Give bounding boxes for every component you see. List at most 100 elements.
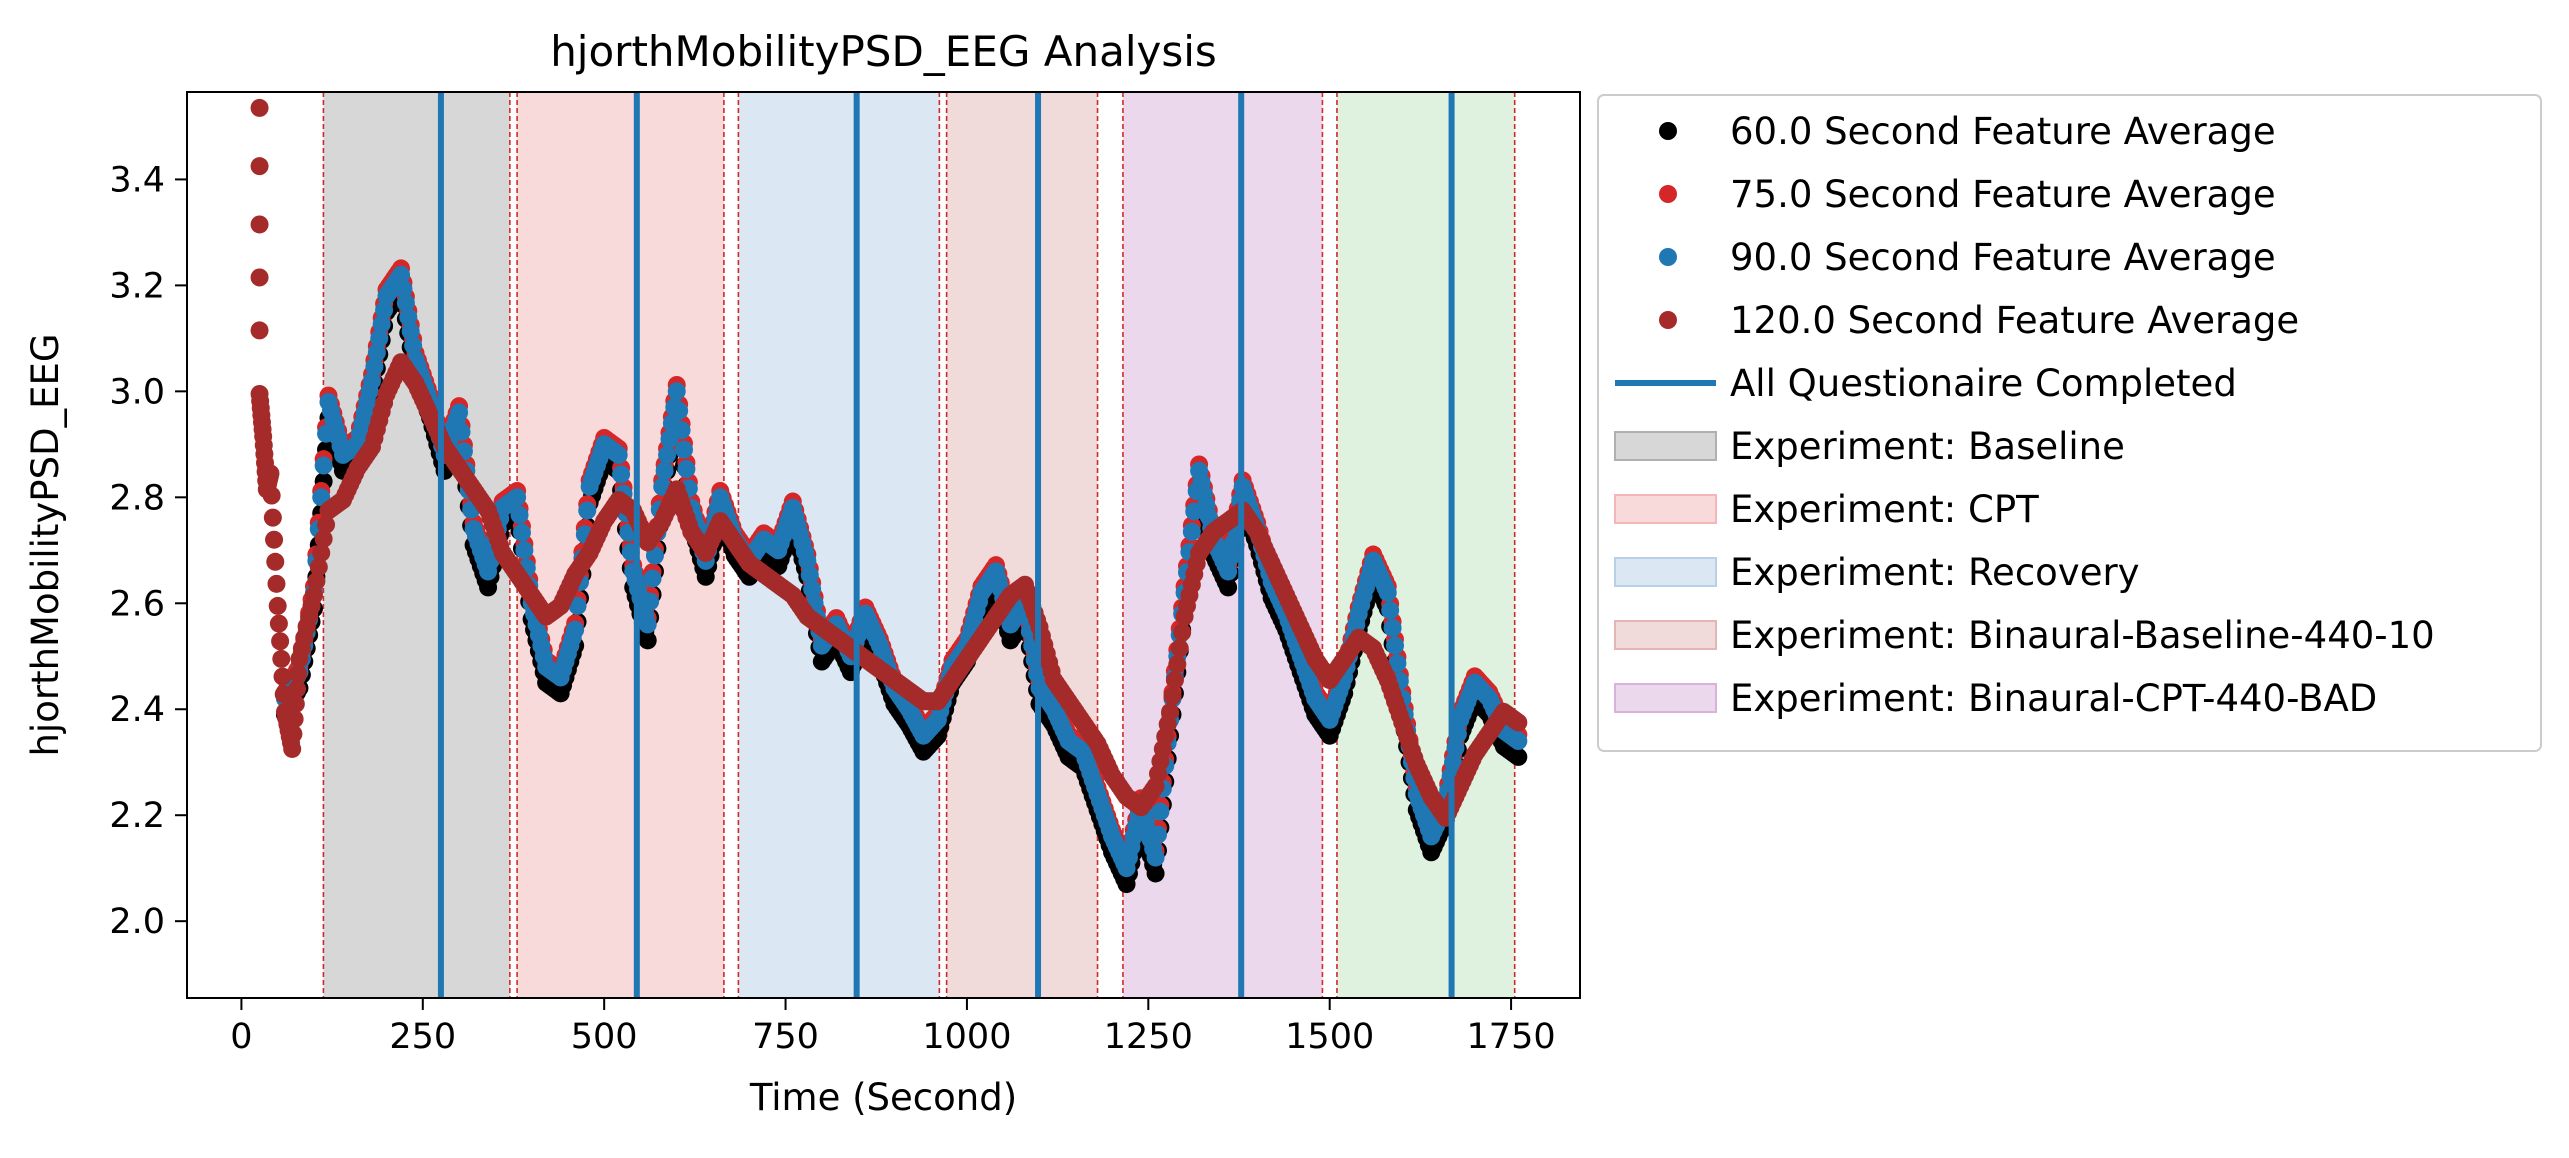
y-tick-label: 3.0 <box>109 372 165 412</box>
data-point <box>261 464 280 483</box>
legend-label: All Questionaire Completed <box>1730 362 2237 405</box>
legend-label: 120.0 Second Feature Average <box>1730 299 2299 342</box>
data-point <box>250 157 269 176</box>
data-point <box>363 371 382 390</box>
data-point <box>638 631 657 650</box>
legend-label: Experiment: Binaural-Baseline-440-10 <box>1730 614 2435 657</box>
data-point <box>1173 623 1192 642</box>
data-point <box>1168 655 1187 674</box>
data-point <box>262 486 281 505</box>
x-tick-label: 1750 <box>1467 1017 1556 1057</box>
data-point <box>450 403 469 422</box>
y-tick-label: 2.2 <box>109 796 165 836</box>
data-points <box>250 98 1528 894</box>
legend-label: 75.0 Second Feature Average <box>1730 173 2276 216</box>
data-point <box>1151 802 1170 821</box>
legend-label: 90.0 Second Feature Average <box>1730 236 2276 279</box>
data-point <box>1388 654 1407 673</box>
data-point <box>508 488 527 507</box>
y-axis-label: hjorthMobilityPSD_EEG <box>24 333 67 756</box>
x-tick-label: 1000 <box>922 1017 1011 1057</box>
data-point <box>289 664 308 683</box>
data-point <box>1148 825 1167 844</box>
legend-marker <box>1614 431 1717 461</box>
data-point <box>1385 636 1404 655</box>
data-point <box>317 515 336 534</box>
data-point <box>314 529 333 548</box>
x-tick-label: 500 <box>571 1017 638 1057</box>
data-point <box>655 461 674 480</box>
data-point <box>307 572 326 591</box>
data-point <box>672 421 691 440</box>
y-tick-label: 3.2 <box>109 266 165 306</box>
y-tick-label: 2.8 <box>109 478 165 518</box>
y-tick-label: 2.6 <box>109 584 165 624</box>
y-tick-label: 3.4 <box>109 160 165 200</box>
data-point <box>677 460 696 479</box>
data-point <box>396 294 415 313</box>
data-point <box>267 574 286 593</box>
data-point <box>568 596 587 615</box>
data-point <box>800 566 819 585</box>
legend-label: Experiment: CPT <box>1730 488 2039 531</box>
legend-item: Experiment: Binaural-Baseline-440-10 <box>1614 614 2435 657</box>
data-point <box>1170 639 1189 658</box>
data-point <box>288 679 307 698</box>
data-point <box>375 301 394 320</box>
data-point <box>312 543 331 562</box>
data-point <box>266 552 285 571</box>
data-point <box>1163 687 1182 705</box>
data-point <box>512 523 531 542</box>
data-point <box>269 614 288 633</box>
legend-marker <box>1659 311 1677 329</box>
plot-frame <box>186 91 1581 999</box>
data-point <box>645 546 664 565</box>
data-point <box>365 357 384 376</box>
data-point <box>798 551 817 570</box>
data-point <box>401 322 420 341</box>
data-point <box>372 315 391 334</box>
data-point <box>1378 583 1397 602</box>
legend-marker <box>1614 557 1717 587</box>
data-point <box>1223 534 1242 553</box>
data-point <box>803 580 822 599</box>
data-point <box>284 724 303 743</box>
phase-bands <box>322 92 1516 998</box>
legend-item: 75.0 Second Feature Average <box>1659 173 2276 216</box>
y-axis-ticks: 2.0 2.2 2.4 2.6 2.8 3.0 3.2 3.4 <box>109 160 187 942</box>
data-point <box>1381 601 1400 620</box>
data-point <box>1182 522 1201 541</box>
data-point <box>1509 732 1528 751</box>
legend-item: Experiment: Binaural-CPT-440-BAD <box>1614 677 2377 720</box>
data-point <box>1509 747 1528 766</box>
y-tick-label: 2.0 <box>109 902 165 942</box>
data-point <box>1509 713 1528 732</box>
questionnaire-lines <box>437 92 1455 998</box>
data-point <box>250 268 269 287</box>
data-point <box>250 321 269 340</box>
data-point <box>309 558 328 577</box>
data-point <box>271 632 290 651</box>
legend-marker <box>1614 683 1717 713</box>
x-axis-label: Time (Second) <box>749 1076 1017 1119</box>
data-point <box>1221 548 1240 567</box>
data-point <box>612 465 631 484</box>
x-tick-label: 1500 <box>1285 1017 1374 1057</box>
legend-label: Experiment: Recovery <box>1730 551 2140 594</box>
data-point <box>643 569 662 588</box>
data-point <box>667 382 686 401</box>
data-point <box>265 530 284 549</box>
data-point <box>250 98 269 117</box>
x-tick-label: 750 <box>752 1017 819 1057</box>
data-point <box>658 445 677 464</box>
data-point <box>273 667 292 686</box>
legend: 60.0 Second Feature Average 75.0 Second F… <box>1597 94 2542 752</box>
data-point <box>394 279 413 298</box>
data-point <box>250 215 269 234</box>
x-tick-label: 250 <box>389 1017 456 1057</box>
data-point <box>399 308 418 327</box>
data-point <box>452 422 471 441</box>
data-point <box>1383 619 1402 638</box>
data-point <box>1146 864 1165 883</box>
